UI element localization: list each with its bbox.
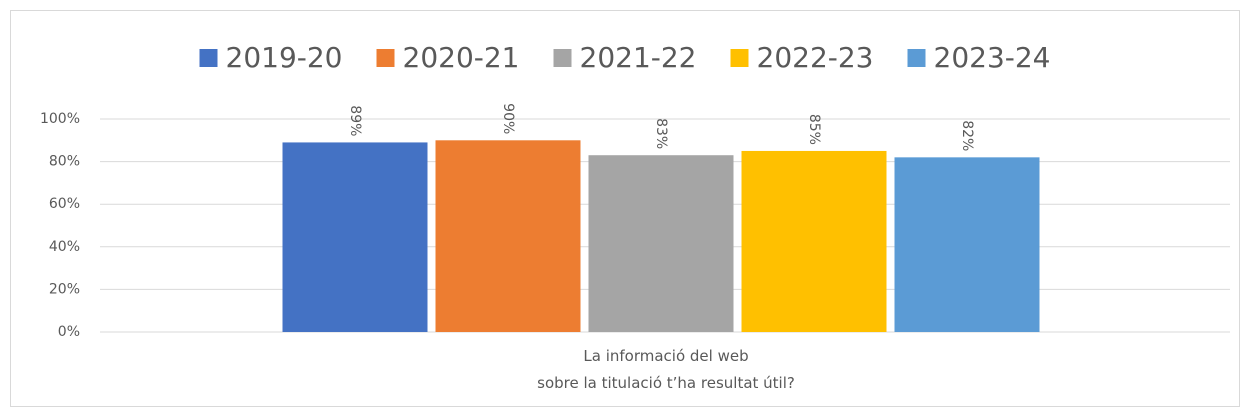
bar: [282, 142, 428, 332]
legend-label: 2020-21: [403, 41, 520, 74]
y-tick-label: 0%: [58, 324, 80, 340]
data-label: 89%: [347, 105, 363, 136]
data-label: 90%: [500, 103, 516, 134]
bar: [741, 150, 887, 332]
legend-swatch: [730, 49, 749, 67]
legend-swatch: [199, 49, 218, 67]
data-label: 83%: [653, 118, 669, 149]
bar: [894, 157, 1040, 332]
y-tick-label: 60%: [49, 196, 80, 212]
y-tick-label: 20%: [49, 281, 80, 297]
legend-label: 2022-23: [757, 41, 874, 74]
data-label: 82%: [959, 120, 975, 151]
legend-swatch: [553, 49, 572, 67]
data-label: 85%: [806, 114, 822, 145]
bar: [435, 140, 581, 332]
y-tick-label: 80%: [49, 154, 80, 170]
legend-label: 2023-24: [934, 41, 1051, 74]
bar: [588, 155, 734, 332]
legend-swatch: [907, 49, 926, 67]
y-tick-label: 40%: [49, 239, 80, 255]
x-tick-label: La informació del web sobre la titulació…: [537, 347, 795, 392]
y-tick-label: 100%: [40, 111, 80, 127]
legend-swatch: [376, 49, 395, 67]
legend-label: 2021-22: [580, 41, 697, 74]
legend-label: 2019-20: [226, 41, 343, 74]
